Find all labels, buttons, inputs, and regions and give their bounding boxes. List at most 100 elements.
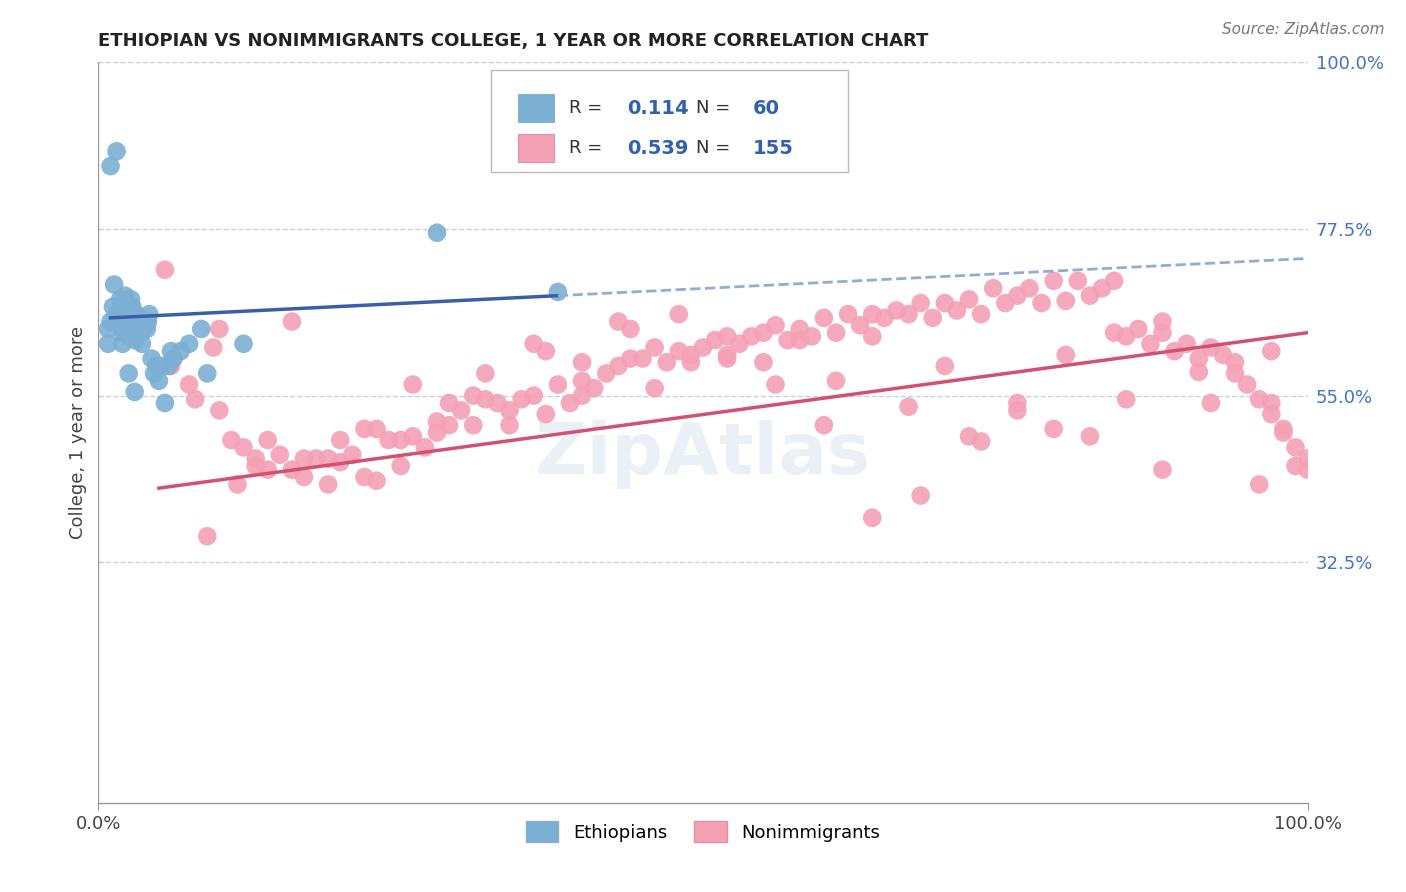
Text: R =: R = xyxy=(569,99,602,118)
Point xyxy=(644,341,666,355)
Point xyxy=(245,458,267,473)
Point xyxy=(849,318,872,333)
Point xyxy=(994,296,1017,310)
Y-axis label: College, 1 year or more: College, 1 year or more xyxy=(69,326,87,539)
Point xyxy=(413,441,436,455)
Point xyxy=(450,403,472,417)
Point xyxy=(1152,462,1174,476)
Point xyxy=(114,314,136,328)
Point xyxy=(402,429,425,443)
Point xyxy=(389,433,412,447)
Point xyxy=(132,322,155,336)
Point xyxy=(716,329,738,343)
Point xyxy=(131,336,153,351)
Text: ETHIOPIAN VS NONIMMIGRANTS COLLEGE, 1 YEAR OR MORE CORRELATION CHART: ETHIOPIAN VS NONIMMIGRANTS COLLEGE, 1 YE… xyxy=(98,32,929,50)
Text: Source: ZipAtlas.com: Source: ZipAtlas.com xyxy=(1222,22,1385,37)
Point xyxy=(141,351,163,366)
Point xyxy=(124,384,146,399)
Point xyxy=(1223,355,1246,369)
Point xyxy=(1031,296,1053,310)
Point xyxy=(329,433,352,447)
Point xyxy=(100,159,122,173)
Point xyxy=(463,388,485,402)
Point xyxy=(1296,451,1319,466)
Point xyxy=(97,322,120,336)
Point xyxy=(607,314,630,328)
Point xyxy=(558,396,581,410)
Point xyxy=(934,359,956,373)
Point xyxy=(800,329,823,343)
Point xyxy=(704,333,727,347)
Point xyxy=(619,351,641,366)
Point xyxy=(970,307,993,321)
Point xyxy=(153,396,176,410)
Point xyxy=(644,381,666,395)
Point xyxy=(655,355,678,369)
Point xyxy=(111,336,134,351)
Point xyxy=(825,374,848,388)
Point xyxy=(1078,288,1101,302)
Point xyxy=(226,477,249,491)
Point xyxy=(232,441,254,455)
Point xyxy=(138,307,160,321)
Point xyxy=(837,307,859,321)
Point xyxy=(353,422,375,436)
Point xyxy=(825,326,848,340)
Point xyxy=(105,307,128,321)
Text: R =: R = xyxy=(569,139,602,157)
Text: ZipAtlas: ZipAtlas xyxy=(536,420,870,490)
Point xyxy=(107,314,129,328)
Point xyxy=(1199,341,1222,355)
Point xyxy=(1284,458,1306,473)
Text: N =: N = xyxy=(696,99,730,118)
Point xyxy=(523,336,546,351)
Point xyxy=(195,367,218,381)
Point xyxy=(897,307,920,321)
Point xyxy=(934,296,956,310)
Point xyxy=(1188,351,1211,366)
Point xyxy=(292,451,315,466)
Point xyxy=(789,322,811,336)
Point xyxy=(679,348,702,362)
Point xyxy=(1236,377,1258,392)
Point xyxy=(121,314,143,328)
Point xyxy=(179,336,201,351)
Point xyxy=(668,344,690,359)
Point xyxy=(426,415,449,429)
Point xyxy=(1284,441,1306,455)
Point xyxy=(437,396,460,410)
Point xyxy=(179,377,201,392)
Point xyxy=(1102,274,1125,288)
Point xyxy=(111,326,134,340)
Text: 60: 60 xyxy=(752,99,779,118)
Point xyxy=(329,455,352,469)
Point xyxy=(765,377,787,392)
Point xyxy=(571,388,593,402)
FancyBboxPatch shape xyxy=(492,70,848,172)
Point xyxy=(957,429,980,443)
Point xyxy=(148,374,170,388)
FancyBboxPatch shape xyxy=(517,135,554,162)
Point xyxy=(110,300,132,314)
Point xyxy=(1272,422,1295,436)
Point xyxy=(125,307,148,321)
Point xyxy=(281,314,304,328)
Point xyxy=(1152,326,1174,340)
Point xyxy=(1175,336,1198,351)
Point xyxy=(897,400,920,414)
Point xyxy=(740,329,762,343)
Point xyxy=(120,307,142,321)
Point xyxy=(510,392,533,407)
Point xyxy=(162,351,184,366)
Point xyxy=(366,422,388,436)
Text: N =: N = xyxy=(696,139,730,157)
Point xyxy=(716,351,738,366)
Point xyxy=(692,341,714,355)
Point xyxy=(121,300,143,314)
Point xyxy=(776,333,799,347)
Point xyxy=(292,470,315,484)
Point xyxy=(118,322,141,336)
Point xyxy=(910,296,932,310)
Point xyxy=(1272,425,1295,440)
Point xyxy=(316,451,339,466)
